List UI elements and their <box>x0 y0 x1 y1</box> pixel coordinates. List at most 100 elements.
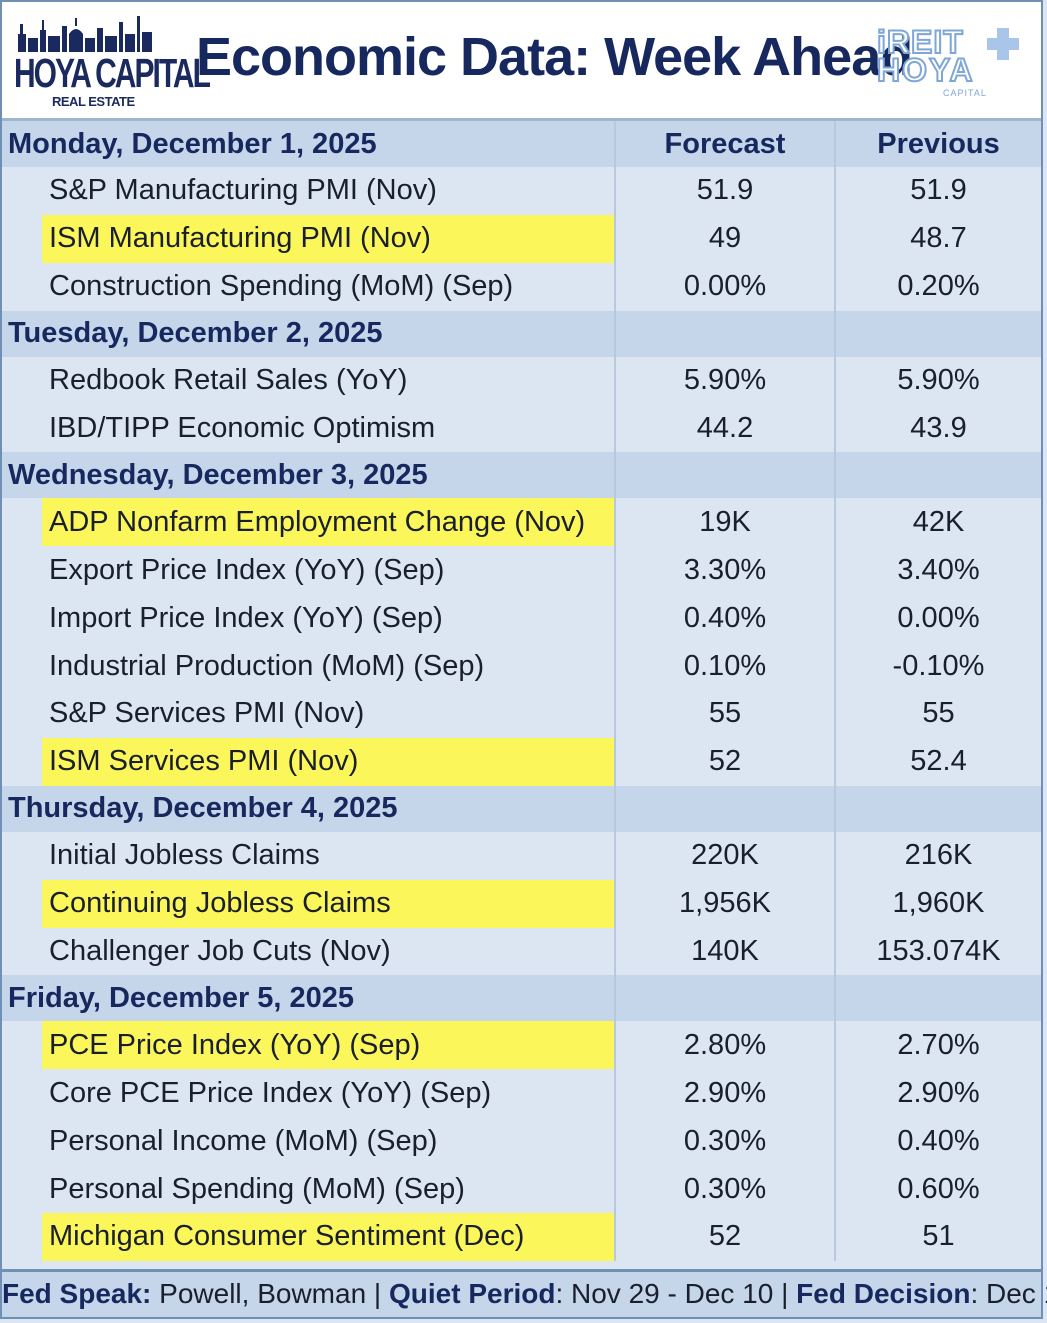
previous-value: 55 <box>834 690 1041 738</box>
previous-column-header: Previous <box>834 121 1041 167</box>
day-label: Wednesday, December 3, 2025 <box>2 452 615 499</box>
previous-column-header <box>834 310 1041 357</box>
event-name: ISM Manufacturing PMI (Nov) <box>2 214 615 263</box>
forecast-value: 140K <box>614 927 835 976</box>
previous-value: 1,960K <box>834 879 1041 928</box>
day-label: Tuesday, December 2, 2025 <box>2 310 615 357</box>
forecast-value: 2.80% <box>614 1021 835 1070</box>
table-row: Construction Spending (MoM) (Sep) 0.00% 0.… <box>2 262 1041 311</box>
forecast-value: 3.30% <box>614 546 835 595</box>
hoya-capital-logo: HOYA CAPITAL REAL ESTATE <box>14 12 211 112</box>
table-row: Core PCE Price Index (YoY) (Sep) 2.90% 2.9… <box>2 1069 1041 1118</box>
previous-value: -0.10% <box>834 642 1041 691</box>
plus-icon <box>987 28 1019 60</box>
table-row: PCE Price Index (YoY) (Sep) 2.80% 2.70% <box>2 1021 1041 1070</box>
forecast-column-header <box>614 975 835 1022</box>
forecast-value: 2.90% <box>614 1069 835 1118</box>
event-name: ISM Services PMI (Nov) <box>2 737 615 786</box>
previous-column-header <box>834 975 1041 1022</box>
capital-logo-text: CAPITAL <box>943 88 987 98</box>
fed-decision-value: : Dec 10 <box>970 1278 1047 1309</box>
forecast-value: 52 <box>614 1213 835 1261</box>
forecast-value: 220K <box>614 831 835 880</box>
forecast-value: 0.30% <box>614 1117 835 1166</box>
event-name: Challenger Job Cuts (Nov) <box>49 935 391 968</box>
table-row: Personal Spending (MoM) (Sep) 0.30% 0.60% <box>2 1165 1041 1214</box>
ireit-hoya-logo: iREIT HOYA CAPITAL <box>876 23 1027 104</box>
day-label: Thursday, December 4, 2025 <box>2 785 615 832</box>
previous-value: 52.4 <box>834 737 1041 786</box>
event-name: Construction Spending (MoM) (Sep) <box>49 270 514 303</box>
previous-value: 0.60% <box>834 1165 1041 1214</box>
forecast-column-header <box>614 310 835 357</box>
previous-value: 3.40% <box>834 546 1041 595</box>
table-row: Import Price Index (YoY) (Sep) 0.40% 0.00% <box>2 594 1041 643</box>
table-row: IBD/TIPP Economic Optimism 44.2 43.9 <box>2 404 1041 453</box>
event-name: Core PCE Price Index (YoY) (Sep) <box>49 1076 492 1109</box>
fed-decision-label: Fed Decision <box>796 1278 971 1309</box>
forecast-value: 55 <box>614 690 835 738</box>
day-header-row: Friday, December 5, 2025 <box>2 975 1041 1022</box>
hoya-logo-text: HOYA <box>876 51 975 89</box>
fed-info-footer: Fed Speak: Powell, Bowman | Quiet Period… <box>2 1269 1047 1317</box>
table-row: ISM Manufacturing PMI (Nov) 49 48.7 <box>2 214 1041 263</box>
previous-value: 42K <box>834 498 1041 547</box>
previous-value: 2.70% <box>834 1021 1041 1070</box>
table-row: Continuing Jobless Claims 1,956K 1,960K <box>2 879 1041 928</box>
economic-data-table: Monday, December 1, 2025 Forecast Previous… <box>2 121 1041 1261</box>
day-label: Friday, December 5, 2025 <box>2 975 615 1022</box>
table-row: Personal Income (MoM) (Sep) 0.30% 0.40% <box>2 1117 1041 1166</box>
quiet-period-label: Quiet Period <box>388 1278 556 1309</box>
previous-value: 51.9 <box>834 167 1041 215</box>
ireit-logo-text: iREIT <box>876 23 964 61</box>
day-header-row: Monday, December 1, 2025 Forecast Previous <box>2 121 1041 167</box>
table-row: ADP Nonfarm Employment Change (Nov) 19K 42… <box>2 498 1041 547</box>
table-row: Initial Jobless Claims 220K 216K <box>2 831 1041 880</box>
forecast-value: 52 <box>614 737 835 786</box>
logo-main-text: HOYA CAPITAL <box>14 52 211 97</box>
forecast-value: 1,956K <box>614 879 835 928</box>
event-name: PCE Price Index (YoY) (Sep) <box>2 1021 615 1070</box>
previous-value: 2.90% <box>834 1069 1041 1118</box>
table-row: Michigan Consumer Sentiment (Dec) 52 51 <box>2 1213 1041 1261</box>
page-title: Economic Data: Week Ahead <box>196 27 913 87</box>
fed-speak-label: Fed Speak: <box>2 1278 152 1309</box>
forecast-value: 0.40% <box>614 594 835 643</box>
forecast-column-header <box>614 785 835 832</box>
day-header-row: Wednesday, December 3, 2025 <box>2 452 1041 499</box>
day-label: Monday, December 1, 2025 <box>2 121 615 167</box>
event-name: Personal Income (MoM) (Sep) <box>49 1124 438 1157</box>
previous-value: 0.20% <box>834 262 1041 311</box>
logo-sub-text: REAL ESTATE <box>52 94 135 109</box>
event-name: Personal Spending (MoM) (Sep) <box>49 1172 465 1205</box>
event-name: Industrial Production (MoM) (Sep) <box>49 649 485 682</box>
event-name: Export Price Index (YoY) (Sep) <box>49 553 445 586</box>
forecast-value: 49 <box>614 214 835 263</box>
table-row: S&P Services PMI (Nov) 55 55 <box>2 690 1041 738</box>
event-name: IBD/TIPP Economic Optimism <box>49 412 436 444</box>
event-name: Continuing Jobless Claims <box>2 879 615 928</box>
fed-speak-value: Powell, Bowman | <box>151 1278 389 1309</box>
table-row: Industrial Production (MoM) (Sep) 0.10% -0… <box>2 642 1041 691</box>
previous-value: 43.9 <box>834 404 1041 453</box>
event-name: Import Price Index (YoY) (Sep) <box>49 601 443 634</box>
event-name: Initial Jobless Claims <box>49 839 320 872</box>
table-row: Export Price Index (YoY) (Sep) 3.30% 3.40% <box>2 546 1041 595</box>
event-name: S&P Manufacturing PMI (Nov) <box>49 174 437 207</box>
previous-value: 0.40% <box>834 1117 1041 1166</box>
table-row: ISM Services PMI (Nov) 52 52.4 <box>2 737 1041 786</box>
header: HOYA CAPITAL REAL ESTATE Economic Data: … <box>2 2 1041 121</box>
event-name: S&P Services PMI (Nov) <box>49 697 365 730</box>
forecast-value: 0.00% <box>614 262 835 311</box>
forecast-column-header <box>614 452 835 499</box>
forecast-value: 44.2 <box>614 404 835 453</box>
previous-column-header <box>834 785 1041 832</box>
forecast-value: 0.30% <box>614 1165 835 1214</box>
previous-value: 0.00% <box>834 594 1041 643</box>
previous-value: 153.074K <box>834 927 1041 976</box>
day-header-row: Thursday, December 4, 2025 <box>2 785 1041 832</box>
previous-value: 48.7 <box>834 214 1041 263</box>
forecast-value: 51.9 <box>614 167 835 215</box>
quiet-period-value: : Nov 29 - Dec 10 | <box>555 1278 797 1309</box>
